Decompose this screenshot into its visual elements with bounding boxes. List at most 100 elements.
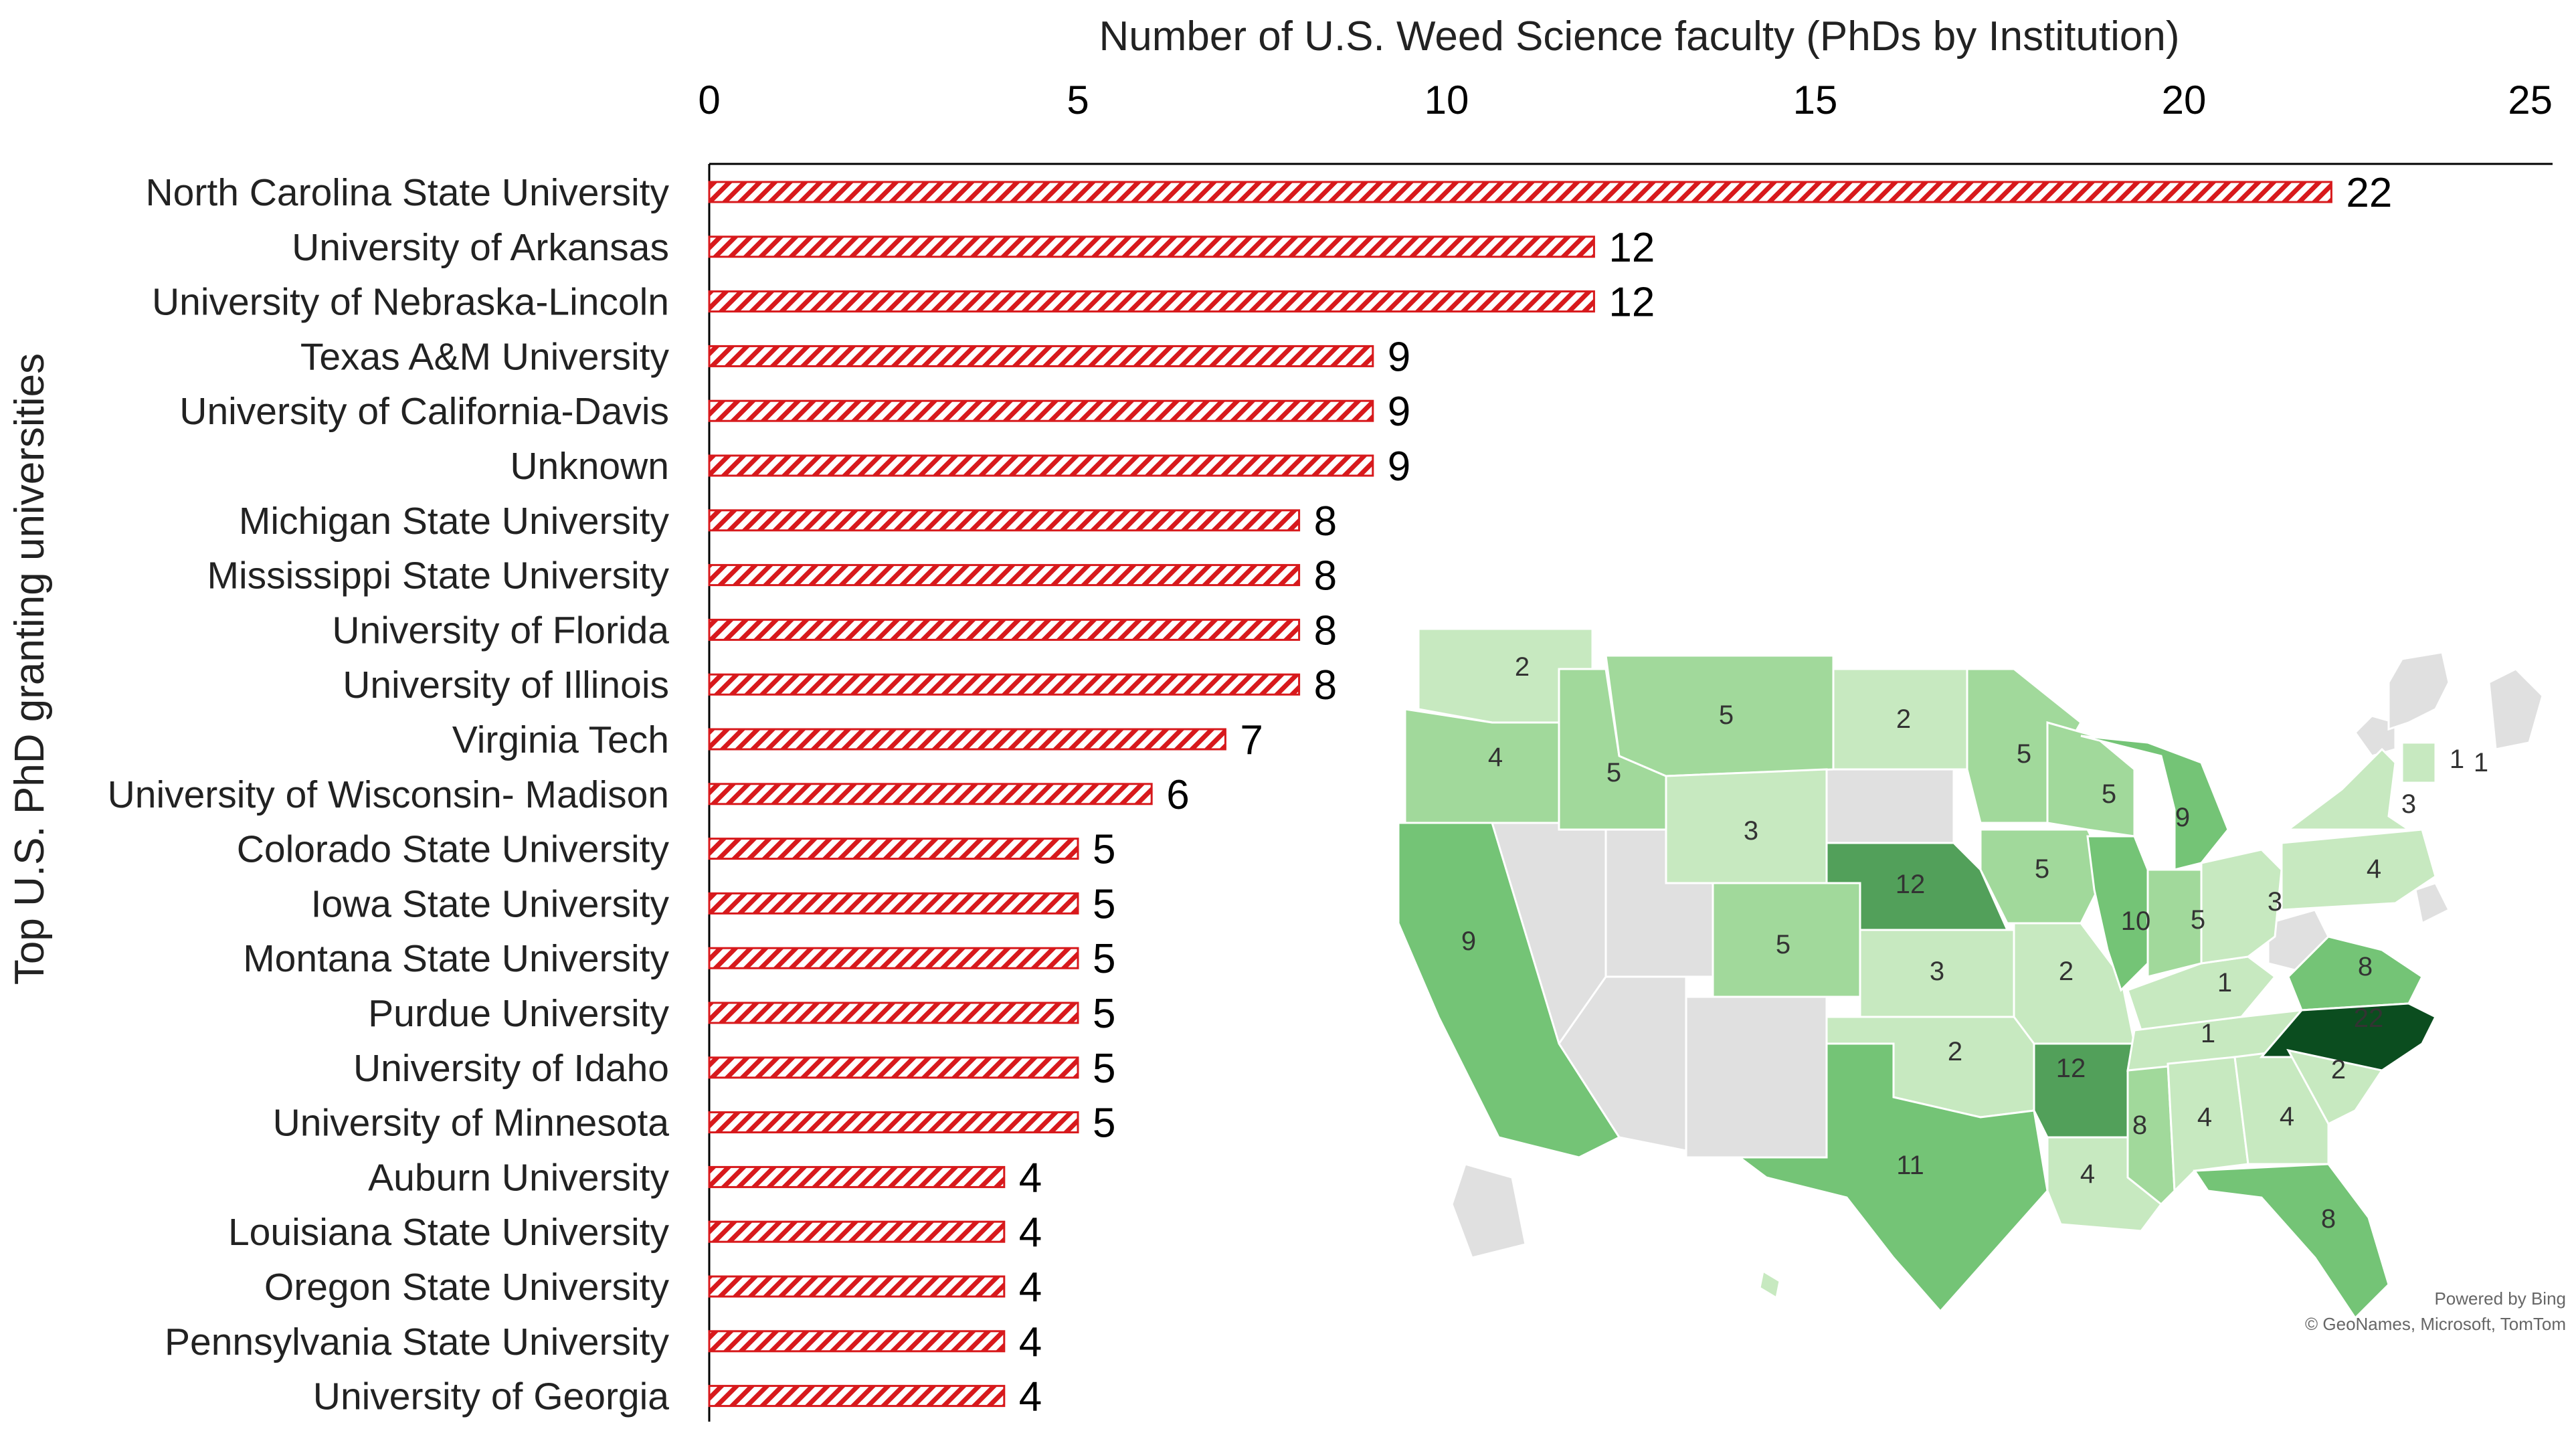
map-value-label-IL: 10 (2121, 907, 2151, 936)
state-SD (1825, 768, 1955, 844)
map-value-label-VA: 8 (2358, 952, 2373, 981)
bar-value-label: 9 (1388, 444, 1410, 490)
category-label: Iowa State University (311, 882, 670, 925)
category-label: University of Minnesota (273, 1102, 670, 1145)
x-tick-label: 10 (1424, 78, 1469, 122)
category-label: Pennsylvania State University (165, 1321, 670, 1363)
bar-value-label: 8 (1314, 607, 1337, 654)
x-tick-label: 5 (1067, 78, 1089, 122)
bar (708, 783, 1153, 805)
map-value-label-OK: 2 (1948, 1037, 1962, 1066)
category-label: Colorado State University (237, 828, 670, 871)
bar (708, 399, 1374, 422)
map-value-label-OH: 3 (2268, 887, 2282, 917)
state-OR (1404, 708, 1560, 824)
bar (708, 618, 1301, 641)
category-label: Auburn University (368, 1156, 669, 1199)
bar (708, 235, 1595, 258)
bar-value-label: 4 (1019, 1374, 1042, 1420)
map-value-label-WA: 2 (1515, 652, 1530, 682)
category-label: Oregon State University (264, 1266, 670, 1309)
bar (708, 1001, 1079, 1024)
state-NY (2285, 747, 2422, 831)
bar (708, 181, 2332, 203)
bar-value-label: 8 (1314, 553, 1337, 599)
bar (708, 892, 1079, 915)
bar-value-label: 5 (1093, 936, 1115, 982)
bars: North Carolina State University 22Univers… (108, 170, 2393, 1420)
map-value-label-KS: 3 (1930, 957, 1944, 986)
bar (708, 1275, 1006, 1298)
map-value-label-AL: 4 (2197, 1103, 2212, 1132)
bar-value-label: 5 (1093, 1046, 1115, 1092)
category-label: Purdue University (368, 992, 669, 1035)
us-choropleth-map (1397, 628, 2544, 1320)
category-label: University of Georgia (313, 1375, 670, 1418)
bar (708, 454, 1374, 477)
map-value-label-NH: 1 (2474, 748, 2488, 777)
map-value-label-PA: 4 (2367, 854, 2381, 884)
x-tick-label: 25 (2508, 78, 2553, 122)
category-label: Mississippi State University (207, 555, 669, 597)
state-NM (1685, 995, 1828, 1159)
map-value-label-VT: 1 (2450, 745, 2464, 774)
bar-value-label: 4 (1019, 1264, 1042, 1311)
bar (708, 345, 1374, 367)
map-value-label-MI: 9 (2175, 803, 2190, 832)
map-credit-bing: Powered by Bing (2434, 1289, 2566, 1309)
map-value-label-WY: 3 (1744, 816, 1758, 846)
map-value-label-NC: 22 (2354, 1004, 2384, 1033)
state-CA (1397, 822, 1621, 1159)
map-value-label-KY: 1 (2217, 968, 2232, 997)
map-value-label-SC: 2 (2331, 1055, 2346, 1084)
bar-value-label: 5 (1093, 881, 1115, 927)
map-value-label-MN: 5 (2017, 739, 2031, 769)
category-label: Montana State University (243, 937, 669, 980)
state-HI (1758, 1269, 1781, 1300)
bar-value-label: 12 (1608, 280, 1655, 326)
state-AL (2167, 1056, 2249, 1194)
map-value-label-TN: 1 (2201, 1019, 2215, 1048)
category-label: University of California-Davis (179, 390, 669, 433)
state-TX (1736, 1042, 2049, 1313)
bar (708, 1111, 1079, 1134)
state-NJ-DE (2414, 882, 2451, 925)
bar (708, 947, 1079, 969)
state-SC (2286, 1048, 2384, 1125)
map-value-label-CA: 9 (1461, 927, 1476, 956)
bar (708, 1220, 1006, 1243)
bar (708, 673, 1301, 696)
category-label: Michigan State University (239, 500, 670, 543)
category-label: Texas A&M University (300, 335, 670, 378)
state-VT-NH (2401, 741, 2437, 784)
x-axis-title: Number of U.S. Weed Science faculty (PhD… (1099, 13, 2180, 60)
state-IL (2086, 835, 2149, 992)
state-FL (2193, 1163, 2390, 1320)
bar (708, 1385, 1006, 1408)
map-value-label-IA: 5 (2035, 854, 2049, 884)
map-value-label-ND: 2 (1896, 704, 1911, 734)
map-value-label-NY: 3 (2401, 789, 2416, 819)
x-tick-label: 20 (2162, 78, 2207, 122)
map-value-label-MS: 8 (2132, 1111, 2147, 1140)
map-value-label-OR: 4 (1488, 743, 1503, 772)
bar (708, 290, 1595, 313)
map-value-label-TX: 11 (1896, 1151, 1924, 1180)
bar-value-label: 5 (1093, 827, 1115, 873)
bar-value-label: 4 (1019, 1210, 1042, 1256)
bar-value-label: 7 (1240, 717, 1263, 763)
bar (708, 728, 1226, 751)
category-label: University of Wisconsin- Madison (108, 773, 669, 816)
category-label: Louisiana State University (228, 1211, 670, 1254)
state-CT-RI (2354, 714, 2397, 757)
bar-value-label: 22 (2346, 170, 2392, 216)
bar (708, 1330, 1006, 1353)
bar-value-label: 4 (1019, 1155, 1042, 1201)
category-label: Virginia Tech (452, 719, 669, 761)
bar (708, 838, 1079, 860)
bar-value-label: 9 (1388, 389, 1410, 435)
category-label: University of Illinois (343, 664, 669, 706)
map-value-label-LA: 4 (2080, 1159, 2095, 1189)
x-tick-label: 0 (698, 78, 720, 122)
